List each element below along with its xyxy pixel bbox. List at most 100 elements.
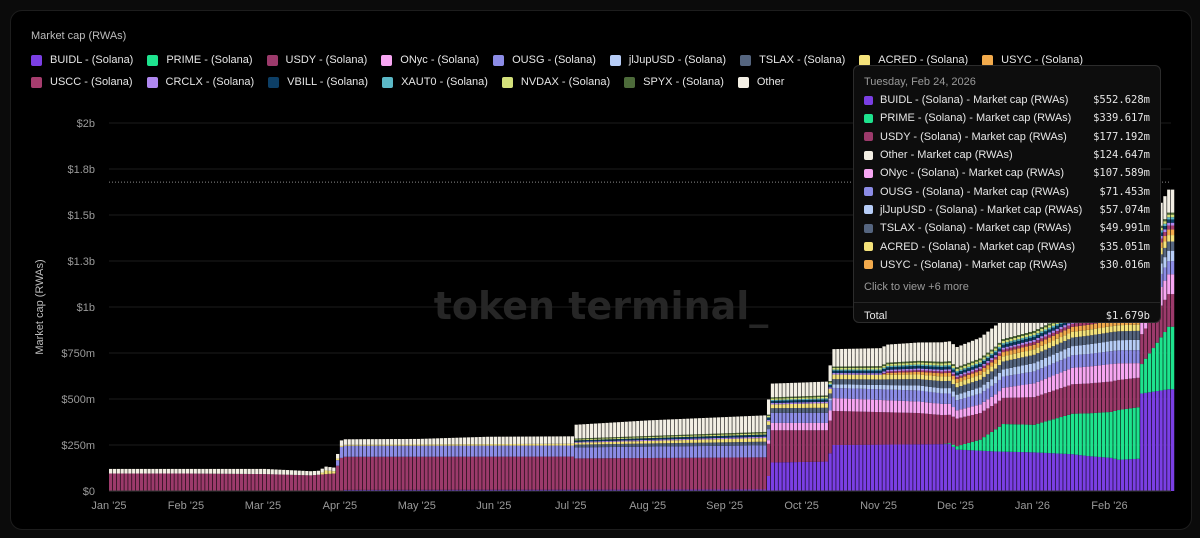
- bar-segment[interactable]: [886, 366, 890, 368]
- bar-segment[interactable]: [890, 444, 894, 491]
- bar-segment[interactable]: [878, 369, 882, 371]
- bar-segment[interactable]: [651, 457, 655, 490]
- bar-segment[interactable]: [747, 437, 751, 439]
- bar-segment[interactable]: [943, 376, 948, 382]
- bar-segment[interactable]: [713, 442, 717, 446]
- bar-segment[interactable]: [405, 445, 409, 457]
- bar-segment[interactable]: [632, 440, 636, 442]
- bar-segment[interactable]: [955, 449, 959, 491]
- bar-segment[interactable]: [901, 343, 905, 362]
- bar-segment[interactable]: [1024, 452, 1029, 491]
- bar-segment[interactable]: [997, 342, 1002, 345]
- bar-segment[interactable]: [690, 434, 694, 436]
- bar-segment[interactable]: [655, 446, 659, 458]
- bar-segment[interactable]: [1109, 351, 1113, 365]
- bar-segment[interactable]: [955, 394, 959, 401]
- bar-segment[interactable]: [867, 444, 871, 491]
- bar-segment[interactable]: [1036, 329, 1040, 331]
- bar-segment[interactable]: [778, 462, 782, 491]
- bar-segment[interactable]: [713, 417, 717, 434]
- bar-segment[interactable]: [1005, 339, 1009, 343]
- bar-segment[interactable]: [893, 379, 898, 386]
- bar-segment[interactable]: [439, 456, 444, 490]
- bar-segment[interactable]: [616, 437, 621, 439]
- bar-segment[interactable]: [401, 444, 405, 446]
- bar-segment[interactable]: [832, 367, 836, 370]
- bar-segment[interactable]: [393, 444, 397, 446]
- bar-segment[interactable]: [751, 436, 755, 439]
- bar-segment[interactable]: [332, 471, 336, 474]
- bar-segment[interactable]: [339, 457, 344, 491]
- bar-segment[interactable]: [743, 437, 748, 439]
- bar-segment[interactable]: [347, 444, 351, 446]
- bar-segment[interactable]: [459, 456, 463, 490]
- bar-segment[interactable]: [890, 369, 894, 372]
- bar-segment[interactable]: [836, 388, 840, 399]
- bar-segment[interactable]: [651, 439, 655, 441]
- bar-segment[interactable]: [1144, 358, 1148, 393]
- bar-segment[interactable]: [193, 473, 197, 491]
- bar-segment[interactable]: [770, 462, 775, 491]
- bar-segment[interactable]: [1063, 453, 1067, 491]
- bar-segment[interactable]: [840, 367, 844, 370]
- bar-segment[interactable]: [1040, 359, 1044, 369]
- bar-segment[interactable]: [878, 399, 882, 413]
- bar-segment[interactable]: [386, 489, 390, 491]
- bar-segment[interactable]: [670, 443, 675, 447]
- bar-segment[interactable]: [959, 386, 963, 394]
- bar-segment[interactable]: [586, 438, 590, 440]
- bar-segment[interactable]: [1167, 274, 1171, 295]
- bar-segment[interactable]: [820, 401, 825, 404]
- bar-segment[interactable]: [824, 396, 828, 399]
- bar-segment[interactable]: [597, 444, 601, 448]
- bar-segment[interactable]: [697, 446, 701, 458]
- bar-segment[interactable]: [1120, 350, 1125, 364]
- bar-segment[interactable]: [751, 457, 755, 490]
- bar-segment[interactable]: [1097, 412, 1102, 457]
- bar-segment[interactable]: [797, 400, 802, 403]
- bar-segment[interactable]: [616, 441, 621, 444]
- bar-segment[interactable]: [1044, 329, 1048, 332]
- bar-segment[interactable]: [632, 421, 636, 437]
- bar-segment[interactable]: [913, 361, 917, 363]
- bar-segment[interactable]: [370, 456, 374, 490]
- bar-segment[interactable]: [651, 489, 655, 491]
- bar-segment[interactable]: [928, 372, 932, 376]
- bar-segment[interactable]: [1036, 353, 1040, 362]
- bar-segment[interactable]: [763, 415, 767, 432]
- bar-segment[interactable]: [924, 375, 928, 380]
- bar-segment[interactable]: [1101, 342, 1105, 353]
- bar-segment[interactable]: [578, 440, 582, 442]
- bar-segment[interactable]: [605, 422, 609, 438]
- bar-segment[interactable]: [701, 434, 705, 436]
- bar-segment[interactable]: [1024, 384, 1029, 398]
- bar-segment[interactable]: [1144, 392, 1148, 491]
- bar-segment[interactable]: [986, 408, 990, 435]
- bar-segment[interactable]: [1117, 340, 1121, 351]
- bar-segment[interactable]: [786, 404, 790, 409]
- bar-segment[interactable]: [405, 438, 409, 445]
- bar-segment[interactable]: [1001, 344, 1005, 348]
- bar-segment[interactable]: [647, 489, 651, 491]
- bar-segment[interactable]: [359, 489, 363, 491]
- bar-segment[interactable]: [890, 371, 894, 373]
- bar-segment[interactable]: [909, 364, 913, 367]
- bar-segment[interactable]: [1144, 328, 1148, 359]
- bar-segment[interactable]: [570, 445, 574, 457]
- bar-segment[interactable]: [1159, 263, 1163, 274]
- bar-segment[interactable]: [578, 424, 582, 439]
- bar-segment[interactable]: [1167, 294, 1171, 327]
- bar-segment[interactable]: [936, 366, 940, 370]
- bar-segment[interactable]: [955, 346, 959, 368]
- bar-segment[interactable]: [116, 468, 120, 474]
- bar-segment[interactable]: [886, 367, 890, 370]
- bar-segment[interactable]: [736, 445, 740, 458]
- bar-segment[interactable]: [982, 355, 986, 358]
- bar-segment[interactable]: [847, 379, 852, 385]
- bar-segment[interactable]: [1094, 334, 1098, 344]
- bar-segment[interactable]: [986, 331, 990, 353]
- bar-segment[interactable]: [928, 361, 932, 363]
- bar-segment[interactable]: [974, 368, 979, 371]
- bar-segment[interactable]: [963, 397, 967, 409]
- bar-segment[interactable]: [740, 489, 744, 491]
